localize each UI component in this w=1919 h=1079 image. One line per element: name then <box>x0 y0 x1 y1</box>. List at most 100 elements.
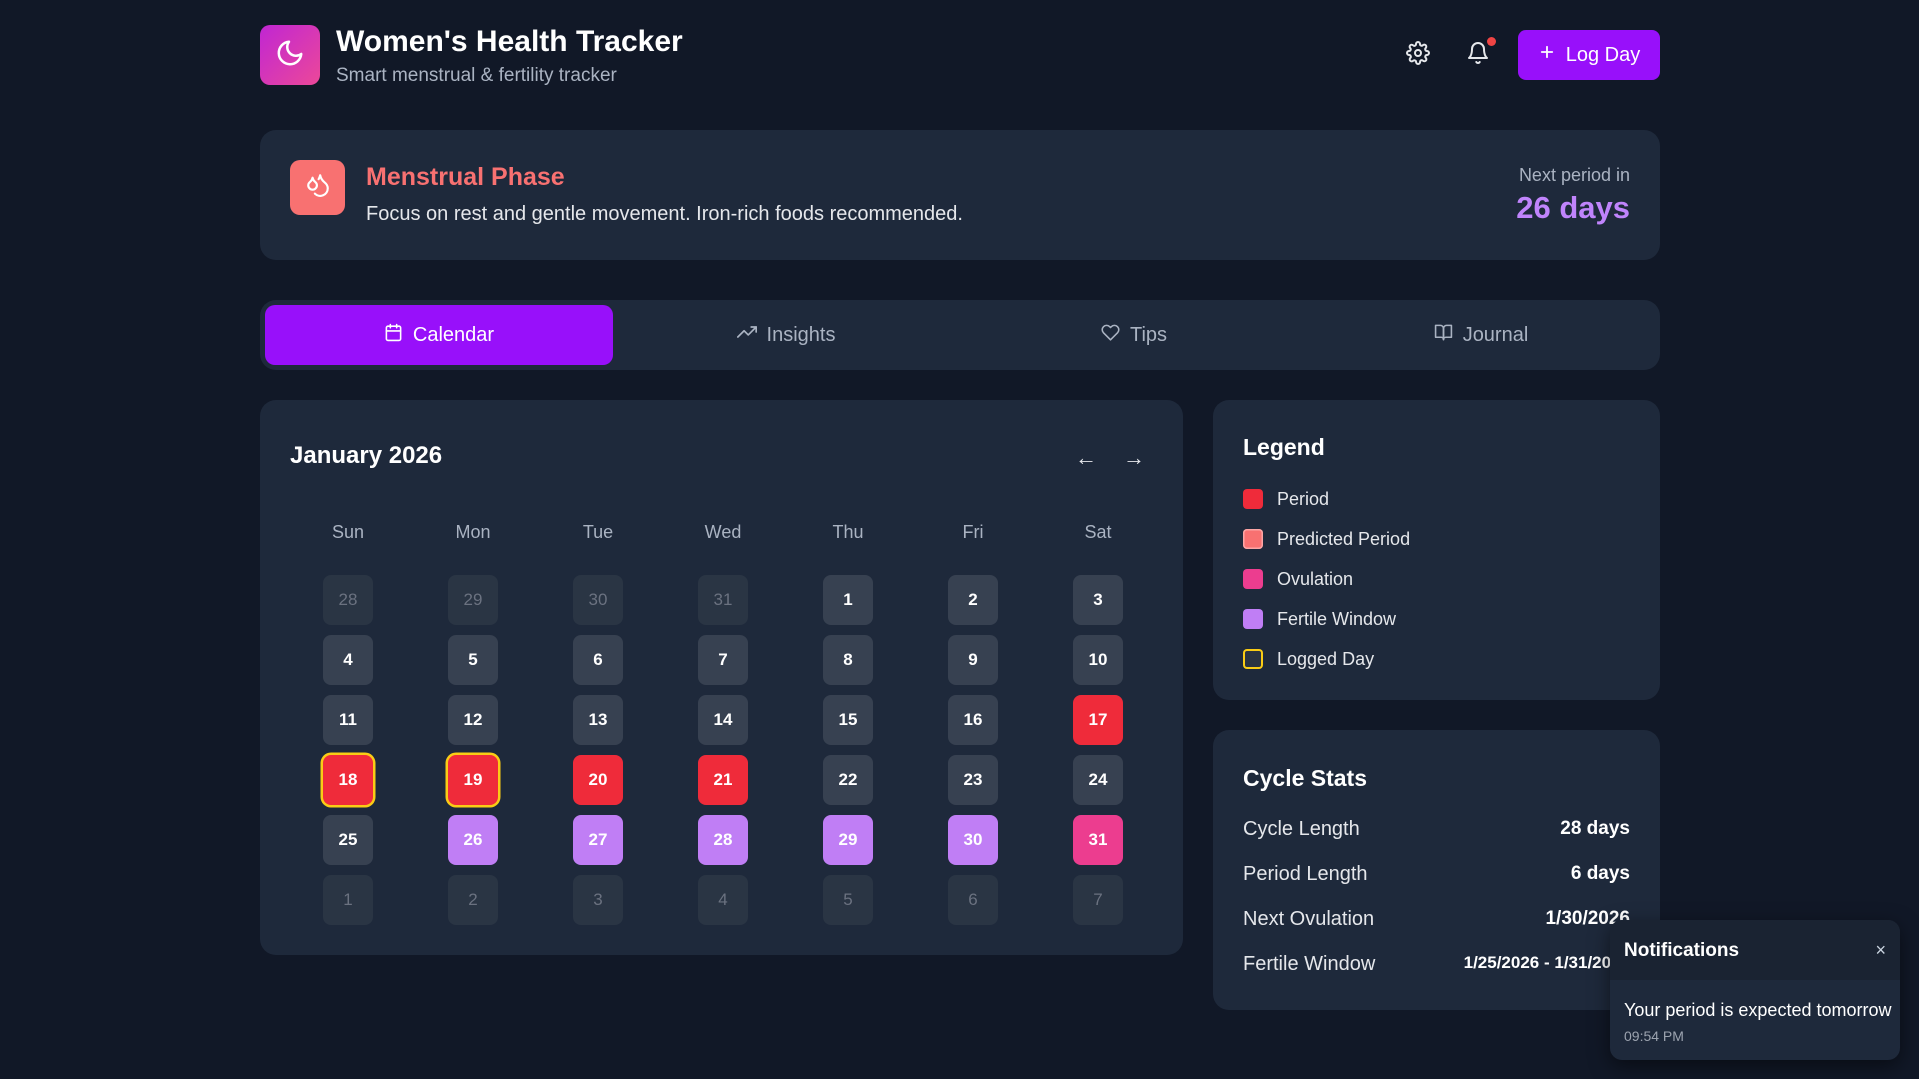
legend-panel: Legend Period Predicted Period Ovulation… <box>1213 400 1660 700</box>
stat-row-fertile-window: Fertile Window 1/25/2026 - 1/31/2026 <box>1243 953 1630 983</box>
trending-up-icon <box>736 322 757 348</box>
legend-swatch-predicted-period <box>1243 529 1263 549</box>
calendar-day[interactable]: 28 <box>323 575 373 625</box>
settings-button[interactable] <box>1398 35 1438 75</box>
calendar-day[interactable]: 9 <box>948 635 998 685</box>
calendar-day[interactable]: 10 <box>1073 635 1123 685</box>
calendar-day[interactable]: 31 <box>1073 815 1123 865</box>
phase-icon-box <box>290 160 345 215</box>
tab-tips[interactable]: Tips <box>960 305 1308 365</box>
calendar-day[interactable]: 1 <box>323 875 373 925</box>
stat-label: Period Length <box>1243 863 1368 885</box>
calendar-day[interactable]: 29 <box>823 815 873 865</box>
calendar-day[interactable]: 26 <box>448 815 498 865</box>
stat-value: 28 days <box>1560 818 1630 839</box>
stat-value: 1/25/2026 - 1/31/2026 <box>1463 953 1630 972</box>
app-title: Women's Health Tracker <box>336 25 683 58</box>
tab-journal[interactable]: Journal <box>1307 305 1655 365</box>
legend-label-logged-day: Logged Day <box>1277 648 1375 669</box>
legend-item-predicted-period: Predicted Period <box>1243 527 1410 551</box>
weekday-sat: Sat <box>1084 522 1112 542</box>
next-period-value: 26 days <box>1516 190 1630 225</box>
calendar-day[interactable]: 5 <box>823 875 873 925</box>
calendar-day[interactable]: 18 <box>323 755 373 805</box>
calendar-day[interactable]: 30 <box>573 575 623 625</box>
toast-title: Notifications <box>1624 940 1740 961</box>
calendar-day[interactable]: 2 <box>448 875 498 925</box>
calendar-day[interactable]: 28 <box>698 815 748 865</box>
notification-dot <box>1487 37 1496 46</box>
stat-value: 6 days <box>1570 863 1630 884</box>
phase-title: Menstrual Phase <box>366 163 565 191</box>
notifications-button[interactable] <box>1458 35 1498 75</box>
plus-icon <box>1538 43 1556 67</box>
calendar-day[interactable]: 15 <box>823 695 873 745</box>
tab-calendar[interactable]: Calendar <box>265 305 613 365</box>
calendar-day[interactable]: 4 <box>323 635 373 685</box>
toast-header: Notifications × <box>1610 920 1900 980</box>
droplets-icon <box>305 172 331 203</box>
phase-card: Menstrual Phase Focus on rest and gentle… <box>260 130 1660 260</box>
calendar-day[interactable]: 14 <box>698 695 748 745</box>
phase-description: Focus on rest and gentle movement. Iron-… <box>366 203 963 225</box>
app-logo <box>260 25 320 85</box>
calendar-day[interactable]: 4 <box>698 875 748 925</box>
calendar-day[interactable]: 11 <box>323 695 373 745</box>
app-container: Women's Health Tracker Smart menstrual &… <box>260 0 1660 1079</box>
stat-label: Next Ovulation <box>1243 908 1375 930</box>
calendar-day[interactable]: 20 <box>573 755 623 805</box>
notification-toast: Notifications × Your period is expected … <box>1610 920 1900 1060</box>
stat-label: Fertile Window <box>1243 953 1376 975</box>
toast-message: Your period is expected tomorrow <box>1624 1000 1892 1020</box>
calendar-day[interactable]: 25 <box>323 815 373 865</box>
calendar-day[interactable]: 6 <box>573 635 623 685</box>
stat-row-next-ovulation: Next Ovulation 1/30/2026 <box>1243 908 1630 938</box>
calendar-day[interactable]: 23 <box>948 755 998 805</box>
tab-calendar-label: Calendar <box>412 323 495 346</box>
next-month-button[interactable]: → <box>1123 445 1145 470</box>
weekday-sun: Sun <box>331 522 365 542</box>
calendar-month-title: January 2026 <box>290 442 443 469</box>
stat-value: 1/30/2026 <box>1545 908 1630 929</box>
calendar-day[interactable]: 1 <box>823 575 873 625</box>
header: Women's Health Tracker Smart menstrual &… <box>260 25 1660 86</box>
legend-item-logged-day: Logged Day <box>1243 647 1374 671</box>
calendar-day[interactable]: 31 <box>698 575 748 625</box>
calendar-day[interactable]: 12 <box>448 695 498 745</box>
calendar-day[interactable]: 13 <box>573 695 623 745</box>
moon-icon <box>275 38 305 73</box>
tab-tips-label: Tips <box>1129 323 1168 346</box>
calendar-day[interactable]: 2 <box>948 575 998 625</box>
app-subtitle: Smart menstrual & fertility tracker <box>336 65 617 86</box>
tab-insights[interactable]: Insights <box>612 305 960 365</box>
calendar-day[interactable]: 22 <box>823 755 873 805</box>
legend-title: Legend <box>1243 434 1325 460</box>
legend-swatch-ovulation <box>1243 569 1263 589</box>
weekday-thu: Thu <box>832 522 864 542</box>
calendar-day[interactable]: 30 <box>948 815 998 865</box>
calendar-day[interactable]: 19 <box>448 755 498 805</box>
toast-close-button[interactable]: × <box>1875 940 1886 960</box>
gear-icon <box>1406 40 1430 70</box>
cycle-stats-title: Cycle Stats <box>1243 765 1368 791</box>
calendar-day[interactable]: 21 <box>698 755 748 805</box>
calendar-day[interactable]: 6 <box>948 875 998 925</box>
log-day-button[interactable]: Log Day <box>1518 30 1660 80</box>
calendar-day[interactable]: 3 <box>573 875 623 925</box>
tab-insights-label: Insights <box>766 323 836 346</box>
calendar-day[interactable]: 29 <box>448 575 498 625</box>
calendar-day[interactable]: 17 <box>1073 695 1123 745</box>
calendar-day[interactable]: 7 <box>698 635 748 685</box>
calendar-day[interactable]: 7 <box>1073 875 1123 925</box>
calendar-day[interactable]: 27 <box>573 815 623 865</box>
calendar-day[interactable]: 5 <box>448 635 498 685</box>
book-icon <box>1434 323 1453 348</box>
bell-icon <box>1466 41 1490 70</box>
toast-time: 09:54 PM <box>1624 1028 1684 1044</box>
calendar-day[interactable]: 16 <box>948 695 998 745</box>
prev-month-button[interactable]: ← <box>1075 445 1097 470</box>
calendar-day[interactable]: 8 <box>823 635 873 685</box>
calendar-day[interactable]: 3 <box>1073 575 1123 625</box>
calendar-day[interactable]: 24 <box>1073 755 1123 805</box>
legend-swatch-period <box>1243 489 1263 509</box>
